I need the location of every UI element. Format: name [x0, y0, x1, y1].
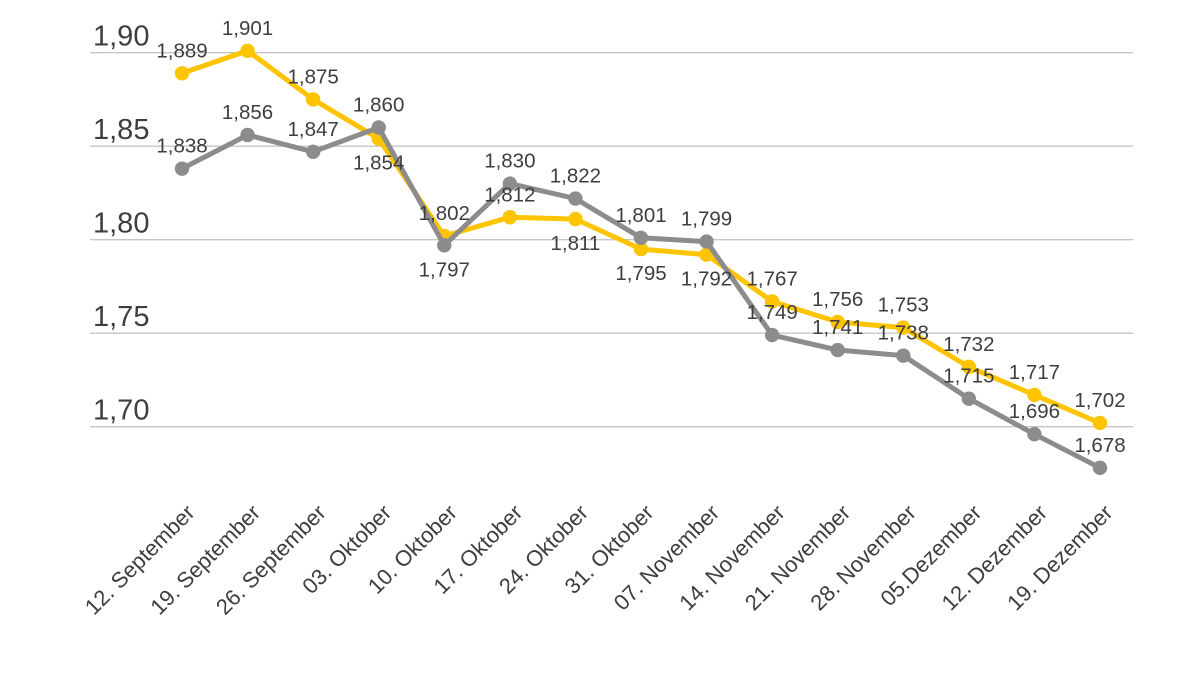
y-axis-tick-label: 1,85 — [93, 114, 149, 146]
yellow-series-point — [896, 320, 911, 335]
gray-series-data-label: 1,696 — [1009, 400, 1060, 423]
yellow-series-point — [305, 92, 321, 107]
yellow-series-data-label: 1,753 — [878, 294, 929, 317]
gray-series-point — [764, 327, 780, 343]
yellow-series-point — [1092, 415, 1108, 431]
yellow-series-point — [961, 359, 977, 375]
yellow-series-data-label: 1,875 — [287, 65, 338, 88]
gray-series-point — [1092, 460, 1108, 476]
gray-series-data-label: 1,749 — [746, 301, 797, 324]
yellow-series-data-label: 1,756 — [812, 288, 863, 311]
y-axis-tick-label: 1,70 — [93, 395, 149, 427]
gray-series-data-label: 1,847 — [287, 118, 338, 141]
y-axis-tick-label: 1,90 — [93, 21, 149, 53]
yellow-series-data-label: 1,795 — [615, 262, 666, 285]
gray-series-point — [961, 391, 977, 406]
yellow-series-point — [764, 294, 780, 309]
gray-series-point — [502, 176, 518, 191]
gray-series-data-label: 1,822 — [550, 165, 601, 188]
gray-series-point — [240, 127, 255, 143]
gray-series-point — [633, 230, 649, 246]
yellow-series-data-label: 1,811 — [551, 232, 601, 255]
gray-series-data-label: 1,838 — [156, 135, 207, 158]
gray-series-point — [437, 238, 452, 253]
gray-series-point — [830, 342, 845, 358]
gray-series-data-label: 1,738 — [878, 322, 929, 345]
yellow-series-data-label: 1,717 — [1009, 361, 1060, 384]
gray-series-point — [896, 348, 911, 363]
yellow-series-data-label: 1,732 — [943, 333, 994, 356]
yellow-series-point — [568, 211, 583, 227]
yellow-series-data-label: 1,889 — [156, 39, 207, 62]
gray-series-data-label: 1,678 — [1074, 434, 1125, 457]
gray-series-data-label: 1,797 — [419, 258, 470, 281]
x-axis-tick-label: 12. September — [80, 500, 200, 620]
gray-series-point — [699, 234, 714, 249]
gray-series-data-label: 1,741 — [812, 316, 863, 339]
yellow-series-data-label: 1,792 — [681, 268, 732, 291]
gray-series-point — [174, 161, 190, 176]
gray-series-data-label: 1,799 — [681, 208, 732, 231]
gray-series-point — [305, 144, 321, 160]
gray-series-data-label: 1,856 — [222, 101, 273, 124]
gray-series-point — [568, 191, 583, 206]
gray-series-line — [179, 125, 1103, 471]
yellow-series-data-label: 1,802 — [419, 202, 470, 225]
gray-series-data-label: 1,830 — [484, 150, 535, 173]
gray-series-data-label: 1,860 — [353, 94, 404, 117]
yellow-series-point — [633, 241, 649, 257]
yellow-series-data-label: 1,767 — [746, 267, 797, 290]
yellow-series-point — [1027, 387, 1042, 403]
yellow-series-data-label: 1,854 — [353, 152, 404, 175]
yellow-series-data-label: 1,702 — [1074, 389, 1125, 412]
yellow-series-point — [830, 314, 845, 330]
gray-series-point — [1027, 426, 1042, 442]
yellow-series-data-label: 1,812 — [484, 183, 535, 206]
y-axis-tick-label: 1,80 — [93, 208, 149, 240]
gray-series-data-label: 1,715 — [943, 365, 994, 388]
gray-series-data-label: 1,801 — [615, 204, 666, 227]
gray-series-point — [371, 120, 386, 135]
yellow-series-point — [502, 210, 518, 225]
yellow-series-point — [174, 66, 190, 81]
y-axis-tick-label: 1,75 — [93, 301, 149, 333]
yellow-series-data-label: 1,901 — [222, 17, 273, 40]
yellow-series-point — [699, 247, 714, 262]
yellow-series-point — [240, 43, 255, 59]
